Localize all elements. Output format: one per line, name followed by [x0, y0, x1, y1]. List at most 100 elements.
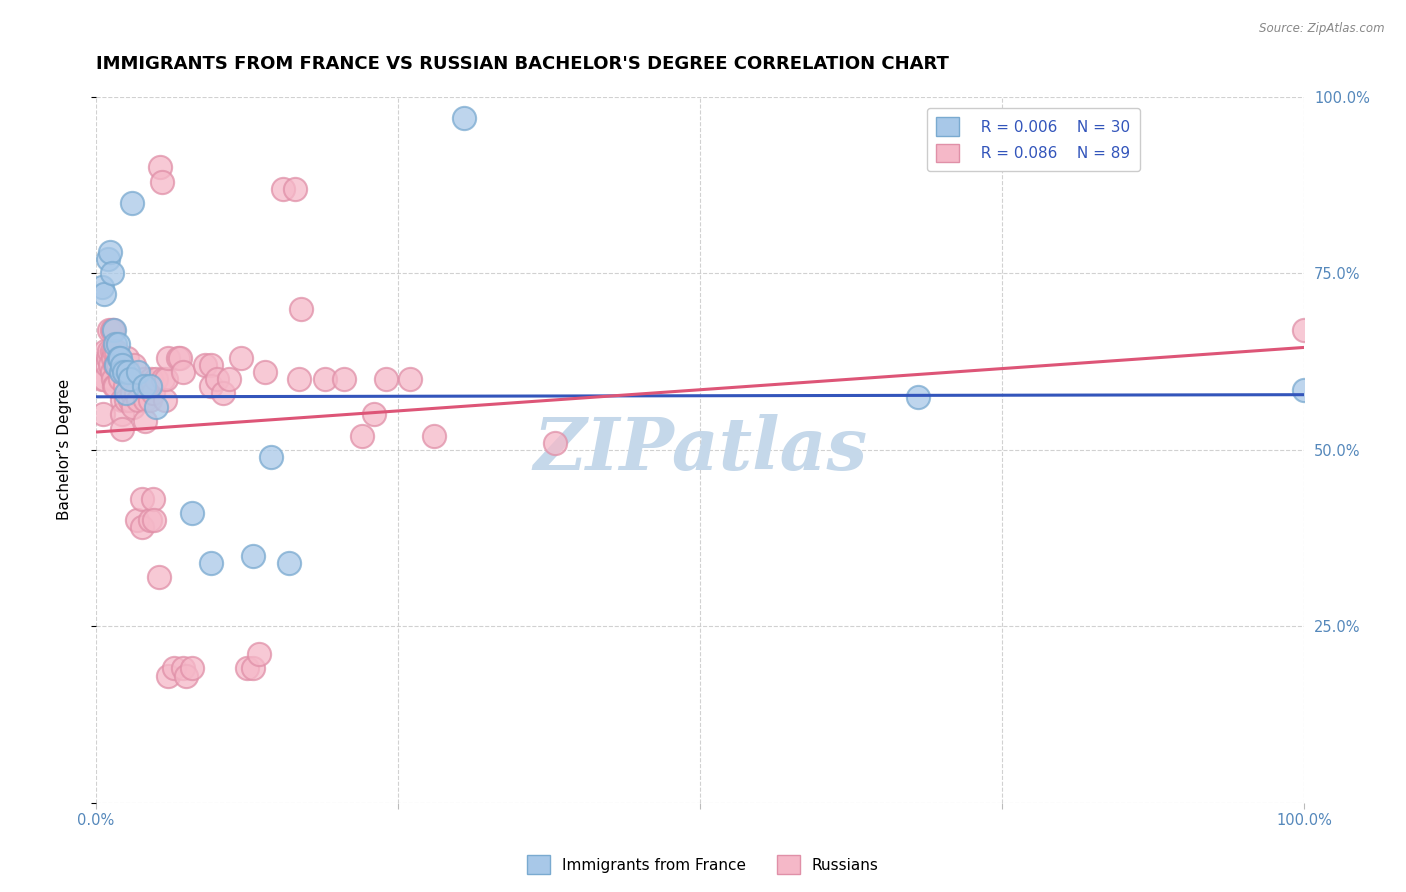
- Point: [142, 492, 165, 507]
- Point: [101, 323, 124, 337]
- Point: [100, 365, 122, 379]
- Point: [96, 358, 118, 372]
- Point: [363, 408, 385, 422]
- Point: [134, 393, 156, 408]
- Point: [93, 372, 115, 386]
- Point: [157, 351, 180, 365]
- Point: [350, 428, 373, 442]
- Point: [229, 351, 252, 365]
- Point: [118, 372, 141, 386]
- Point: [145, 401, 167, 415]
- Point: [97, 252, 120, 267]
- Point: [139, 379, 162, 393]
- Point: [120, 372, 142, 386]
- Point: [148, 570, 170, 584]
- Point: [134, 415, 156, 429]
- Point: [399, 372, 422, 386]
- Point: [107, 351, 129, 365]
- Point: [374, 372, 396, 386]
- Text: Source: ZipAtlas.com: Source: ZipAtlas.com: [1260, 22, 1385, 36]
- Point: [131, 492, 153, 507]
- Point: [150, 175, 173, 189]
- Point: [200, 556, 222, 570]
- Point: [145, 372, 167, 386]
- Point: [105, 358, 128, 372]
- Point: [104, 379, 127, 393]
- Point: [907, 390, 929, 404]
- Point: [100, 266, 122, 280]
- Point: [111, 408, 134, 422]
- Point: [111, 421, 134, 435]
- Point: [115, 393, 138, 408]
- Point: [131, 520, 153, 534]
- Point: [103, 379, 125, 393]
- Point: [103, 343, 125, 358]
- Point: [200, 358, 222, 372]
- Point: [218, 372, 240, 386]
- Point: [152, 372, 174, 386]
- Point: [1294, 323, 1316, 337]
- Point: [242, 661, 264, 675]
- Point: [142, 386, 165, 401]
- Point: [100, 343, 122, 358]
- Point: [181, 661, 204, 675]
- Point: [111, 393, 134, 408]
- Point: [134, 379, 156, 393]
- Point: [172, 661, 194, 675]
- Point: [155, 372, 177, 386]
- Point: [453, 111, 475, 125]
- Legend:   R = 0.006    N = 30,   R = 0.086    N = 89: R = 0.006 N = 30, R = 0.086 N = 89: [927, 108, 1140, 171]
- Point: [101, 372, 124, 386]
- Point: [247, 648, 270, 662]
- Point: [122, 401, 145, 415]
- Point: [163, 661, 186, 675]
- Point: [105, 343, 128, 358]
- Point: [153, 393, 176, 408]
- Text: IMMIGRANTS FROM FRANCE VS RUSSIAN BACHELOR'S DEGREE CORRELATION CHART: IMMIGRANTS FROM FRANCE VS RUSSIAN BACHEL…: [96, 55, 949, 73]
- Point: [115, 386, 138, 401]
- Point: [121, 386, 143, 401]
- Point: [112, 365, 135, 379]
- Point: [1294, 383, 1316, 397]
- Point: [544, 435, 567, 450]
- Point: [205, 372, 228, 386]
- Point: [115, 351, 138, 365]
- Point: [181, 506, 204, 520]
- Point: [193, 358, 215, 372]
- Point: [253, 365, 276, 379]
- Point: [290, 301, 312, 316]
- Point: [124, 386, 146, 401]
- Point: [110, 365, 132, 379]
- Point: [97, 351, 120, 365]
- Point: [260, 450, 283, 464]
- Point: [94, 343, 117, 358]
- Point: [98, 245, 121, 260]
- Point: [107, 337, 129, 351]
- Point: [107, 358, 129, 372]
- Point: [332, 372, 354, 386]
- Point: [169, 351, 191, 365]
- Point: [103, 323, 125, 337]
- Y-axis label: Bachelor’s Degree: Bachelor’s Degree: [58, 379, 72, 520]
- Point: [134, 372, 156, 386]
- Point: [200, 379, 222, 393]
- Legend: Immigrants from France, Russians: Immigrants from France, Russians: [522, 849, 884, 880]
- Point: [142, 513, 165, 527]
- Point: [271, 181, 294, 195]
- Point: [118, 393, 141, 408]
- Point: [121, 195, 143, 210]
- Point: [105, 358, 128, 372]
- Point: [104, 337, 127, 351]
- Point: [104, 358, 127, 372]
- Point: [314, 372, 336, 386]
- Point: [98, 343, 121, 358]
- Point: [98, 323, 121, 337]
- Point: [108, 351, 131, 365]
- Point: [176, 668, 198, 682]
- Point: [127, 365, 149, 379]
- Point: [111, 358, 134, 372]
- Point: [90, 372, 112, 386]
- Point: [98, 358, 121, 372]
- Point: [167, 351, 190, 365]
- Point: [278, 556, 301, 570]
